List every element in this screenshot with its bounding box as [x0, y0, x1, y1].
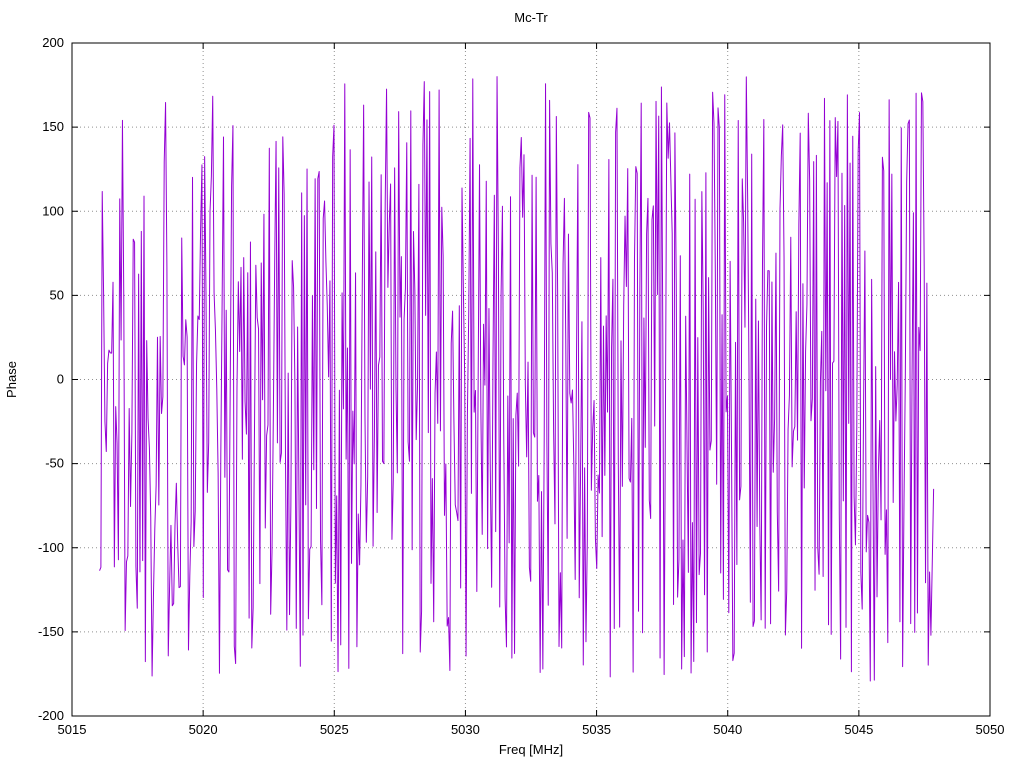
- chart-title: Mc-Tr: [514, 10, 548, 25]
- x-axis-label: Freq [MHz]: [499, 742, 563, 757]
- x-tick-label: 5020: [189, 722, 218, 737]
- x-tick-label: 5030: [451, 722, 480, 737]
- y-tick-label: 100: [42, 203, 64, 218]
- x-tick-label: 5045: [844, 722, 873, 737]
- y-tick-label: -150: [38, 624, 64, 639]
- y-tick-label: 50: [50, 287, 64, 302]
- tick-label-layer: 5015 5020 5025 5030 5035 5040 5045 5050 -200 -150…: [38, 35, 1004, 737]
- y-tick-label: 200: [42, 35, 64, 50]
- x-tick-label: 5025: [320, 722, 349, 737]
- x-tick-label: 5015: [58, 722, 87, 737]
- y-tick-label: -50: [45, 456, 64, 471]
- y-axis-label: Phase: [4, 361, 19, 398]
- phase-series-line: [99, 76, 935, 682]
- series-layer: [99, 76, 935, 682]
- y-tick-label: 150: [42, 119, 64, 134]
- axis-layer: [71, 42, 991, 717]
- y-tick-label: 0: [57, 372, 64, 387]
- y-tick-label: -100: [38, 540, 64, 555]
- x-tick-label: 5050: [976, 722, 1005, 737]
- y-tick-label: -200: [38, 708, 64, 723]
- x-tick-label: 5035: [582, 722, 611, 737]
- x-tick-label: 5040: [713, 722, 742, 737]
